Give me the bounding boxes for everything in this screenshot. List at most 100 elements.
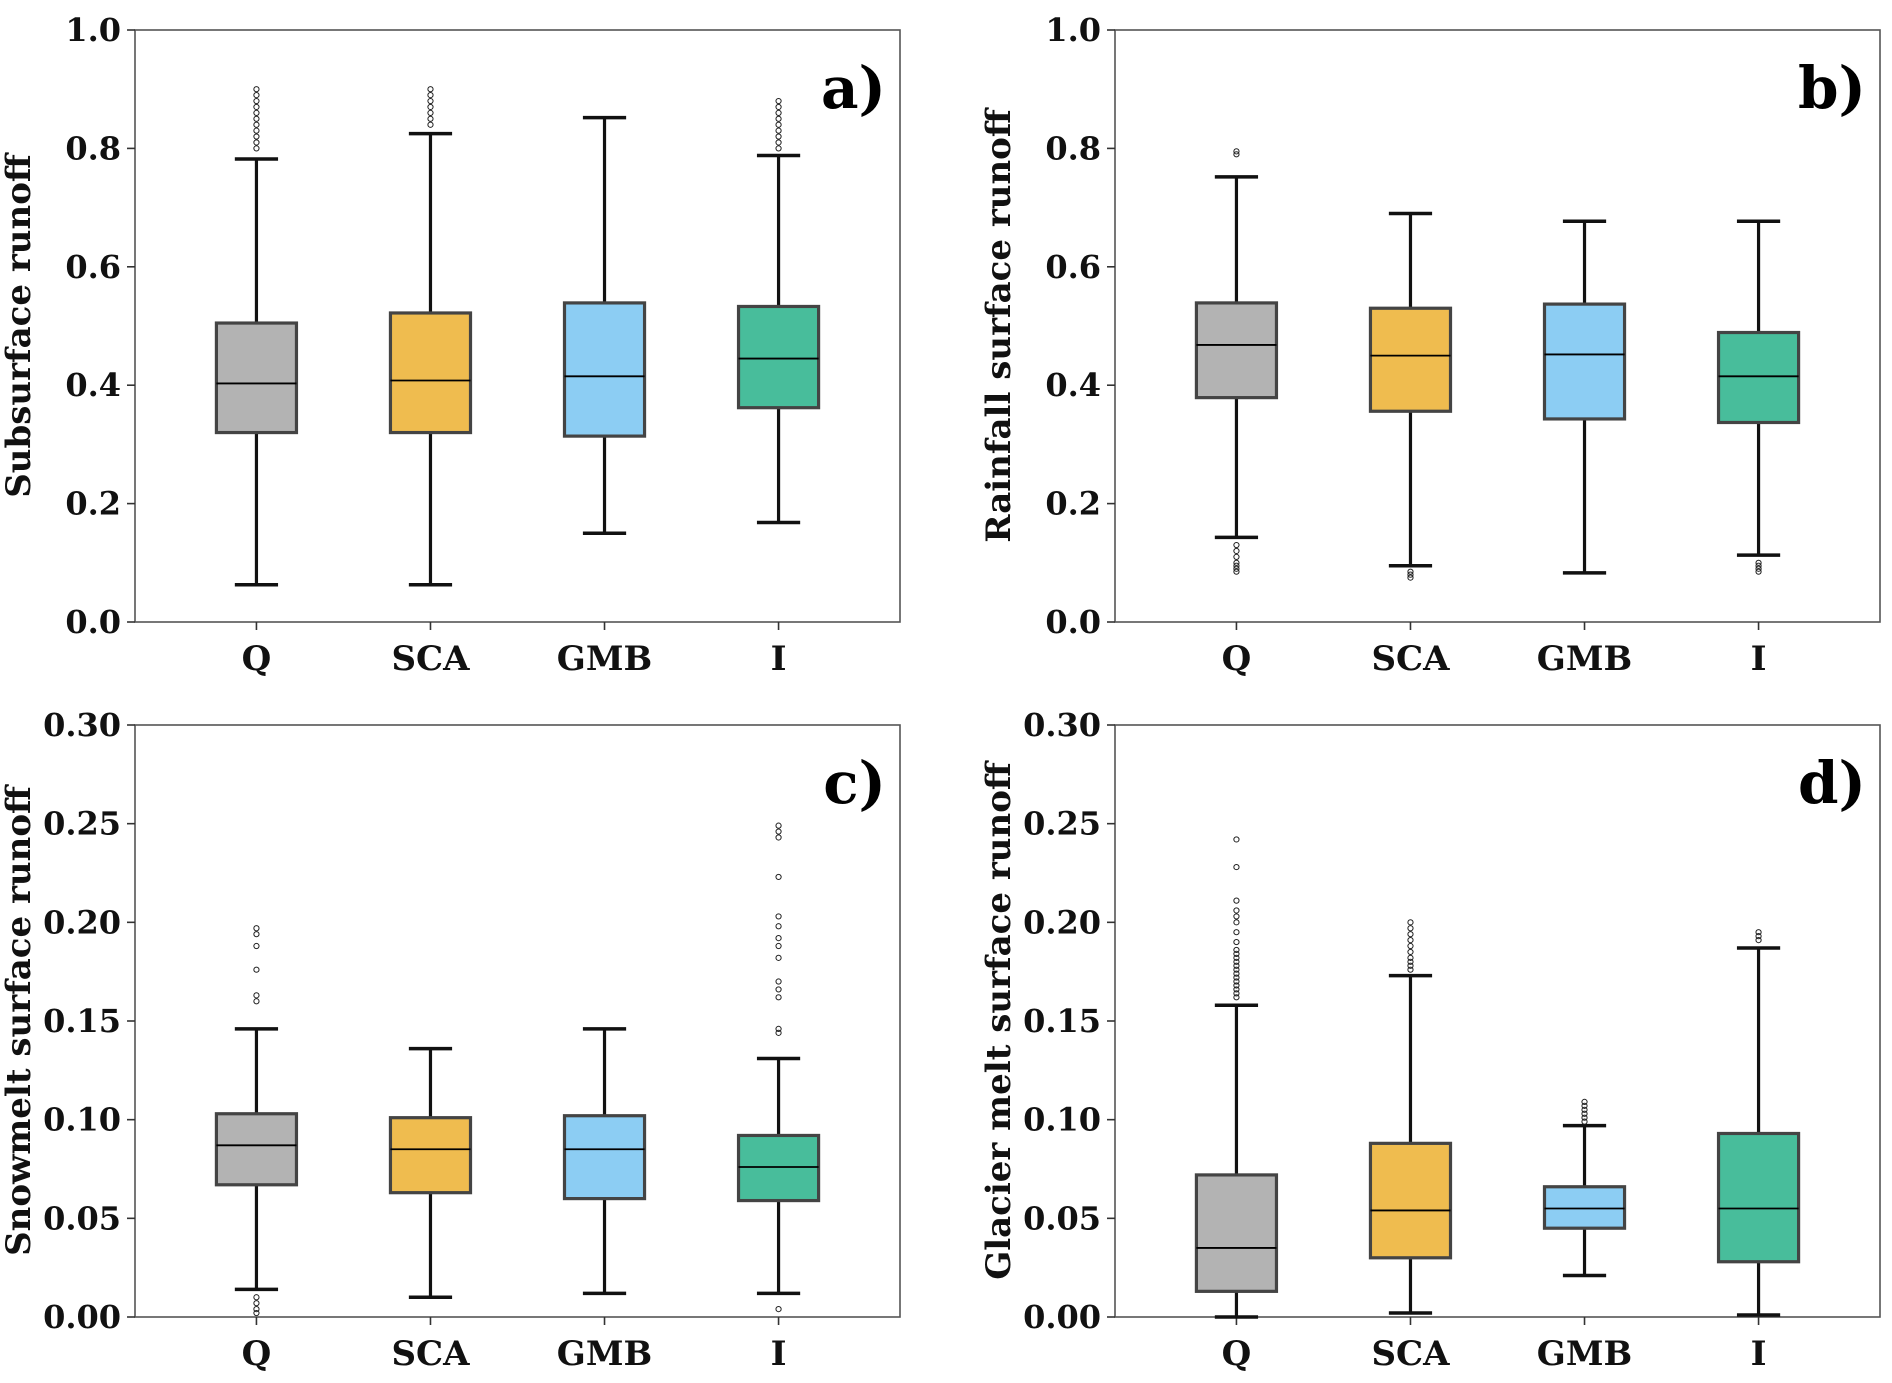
outlier-point <box>1233 978 1240 985</box>
outlier-point <box>253 109 260 116</box>
y-tick-label: 0.20 <box>1023 903 1101 941</box>
plot-frame <box>1114 29 1881 623</box>
iqr-box <box>1194 1173 1279 1293</box>
outlier-point <box>1233 966 1240 973</box>
iqr-box <box>736 1133 821 1203</box>
outlier-point <box>253 139 260 146</box>
outlier-point <box>1407 571 1414 578</box>
box-gmb: GMB <box>1537 219 1632 679</box>
y-tick-label: 0.25 <box>43 805 121 843</box>
outlier-point <box>1407 942 1414 950</box>
outlier-point <box>253 145 260 152</box>
outlier-point <box>775 1025 782 1032</box>
y-tick-label: 0.30 <box>43 706 121 744</box>
y-tick-label: 0.00 <box>1023 1298 1101 1336</box>
panel-label: d) <box>1798 749 1866 817</box>
iqr-box <box>1368 306 1453 413</box>
outlier-point <box>1233 962 1240 969</box>
outlier-point <box>775 935 782 942</box>
outlier-point <box>775 828 782 835</box>
x-category-label: SCA <box>391 1334 470 1374</box>
outlier-point <box>1581 1098 1588 1106</box>
panel-label: c) <box>823 749 886 817</box>
outlier-point <box>427 115 434 122</box>
outlier-point <box>1407 966 1414 973</box>
iqr-box <box>214 321 299 435</box>
box-i: I <box>1716 929 1801 1374</box>
x-category-label: I <box>1751 639 1767 679</box>
x-category-label: Q <box>242 1334 272 1374</box>
outlier-point <box>1233 929 1240 936</box>
outlier-point <box>253 86 260 93</box>
box-sca: SCA <box>1368 211 1453 679</box>
outlier-point <box>1755 929 1762 936</box>
panel-a: 0.0 0.2 0.4 0.6 0.8 1.0 Subsurface runoff a) Q SC… <box>0 11 901 679</box>
y-axis-title: Rainfall surface runoff <box>979 107 1019 543</box>
outlier-point <box>1233 913 1240 920</box>
y-tick-label: 0.6 <box>1045 248 1101 286</box>
x-category-label: GMB <box>557 1334 652 1374</box>
outlier-point <box>1233 994 1240 1001</box>
y-tick-label: 0.00 <box>43 1298 121 1336</box>
x-category-label: SCA <box>1371 1334 1450 1374</box>
outlier-point <box>775 873 782 881</box>
outlier-point <box>253 103 260 111</box>
outlier-point <box>1233 982 1240 989</box>
outlier-point <box>1233 151 1240 158</box>
outlier-point <box>1233 986 1240 993</box>
outlier-point <box>427 103 434 111</box>
y-tick-label: 0.0 <box>65 603 121 641</box>
outlier-point <box>427 92 434 99</box>
outlier-point <box>1581 1110 1588 1117</box>
iqr-box <box>214 1112 299 1187</box>
outlier-point <box>775 115 782 122</box>
outlier-point <box>775 913 782 920</box>
outlier-point <box>1233 919 1240 926</box>
box-sca: SCA <box>1368 919 1453 1374</box>
outlier-point <box>427 97 434 105</box>
iqr-box <box>1542 1185 1627 1230</box>
outlier-point <box>1233 907 1240 914</box>
outlier-point <box>253 992 260 999</box>
iqr-box <box>736 304 821 410</box>
y-tick-label: 0.2 <box>1045 485 1101 523</box>
outlier-point <box>1233 562 1240 569</box>
iqr-box <box>562 1114 647 1201</box>
x-category-label: Q <box>242 639 272 679</box>
outlier-point <box>775 103 782 111</box>
y-axis-title: Subsurface runoff <box>0 152 39 498</box>
iqr-box <box>562 301 647 438</box>
outlier-point <box>1233 836 1240 843</box>
outlier-point <box>1407 958 1414 965</box>
outlier-point <box>253 1294 260 1301</box>
outlier-point <box>1233 148 1240 155</box>
y-axis-title: Glacier melt surface runoff <box>979 760 1019 1280</box>
box-q: Q <box>1194 836 1279 1374</box>
outlier-point <box>1581 1118 1588 1125</box>
x-category-label: SCA <box>391 639 470 679</box>
outlier-point <box>775 1306 782 1313</box>
outlier-point <box>1233 559 1240 566</box>
box-i: I <box>736 822 821 1374</box>
outlier-point <box>1233 938 1240 946</box>
outlier-point <box>1407 962 1414 969</box>
iqr-box <box>388 311 473 435</box>
x-category-label: I <box>1751 1334 1767 1374</box>
outlier-point <box>1407 574 1414 581</box>
outlier-point <box>253 121 260 128</box>
outlier-point <box>775 145 782 152</box>
outlier-point <box>1581 1114 1588 1121</box>
outlier-point <box>1755 936 1762 944</box>
outlier-point <box>1233 547 1240 555</box>
outlier-point <box>1407 954 1414 961</box>
iqr-box <box>1542 302 1627 421</box>
outlier-point <box>1581 1102 1588 1109</box>
outlier-point <box>1755 933 1762 940</box>
outlier-point <box>253 115 260 122</box>
outlier-point <box>1233 553 1240 560</box>
outlier-point <box>775 954 782 961</box>
outlier-point <box>1407 919 1414 926</box>
iqr-box <box>388 1116 473 1195</box>
